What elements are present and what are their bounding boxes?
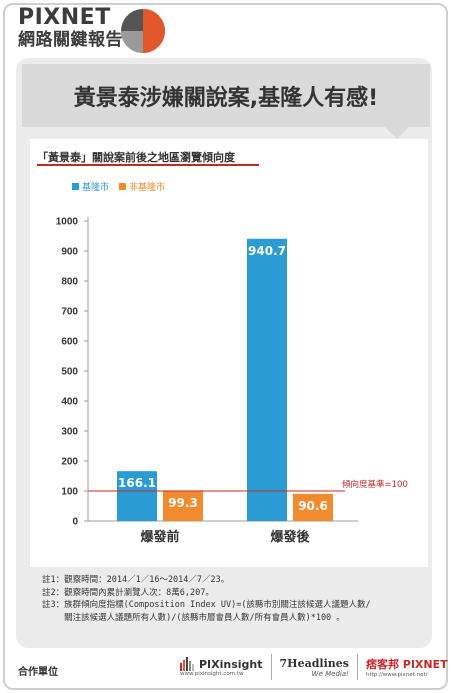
y-tick-label: 100 bbox=[61, 487, 78, 498]
bar-non-keelung bbox=[163, 491, 203, 521]
bar-value-label: 99.3 bbox=[168, 496, 198, 510]
reference-line-label: 傾向度基準=100 bbox=[342, 479, 408, 490]
partner-pixinsight[interactable]: PIXinsight www.pixinsight.com.tw bbox=[180, 657, 263, 677]
legend-item-non-keelung: 非基隆市 bbox=[119, 180, 165, 193]
brand-name: PIXNET bbox=[18, 5, 111, 30]
footnote-3: 註3：族群傾向度指標(Composition Index UV)=(該縣市別關注… bbox=[42, 600, 371, 610]
chart-title: 「黃景泰」關說案前後之地區瀏覽傾向度 bbox=[37, 151, 235, 164]
bar-value-label: 166.1 bbox=[118, 476, 156, 490]
chart-legend: 基隆市 非基隆市 bbox=[72, 180, 165, 193]
partner-7headlines-name: 7Headlines bbox=[279, 656, 349, 670]
bars-logo-icon bbox=[180, 657, 194, 671]
y-tick-label: 700 bbox=[61, 307, 78, 318]
legend-label-keelung: 基隆市 bbox=[82, 183, 110, 193]
bar-keelung bbox=[117, 471, 157, 521]
bar-value-label: 90.6 bbox=[298, 499, 328, 513]
chart-title-underline bbox=[37, 164, 259, 166]
footnotes: 註1：觀察時間：2014／1／16～2014／7／23。 註2：觀察時間內累計瀏… bbox=[42, 574, 371, 624]
x-category-label: 爆發後 bbox=[270, 529, 310, 545]
footnote-1: 註1：觀察時間：2014／1／16～2014／7／23。 bbox=[42, 575, 230, 585]
bar-non-keelung bbox=[293, 493, 333, 521]
y-tick-label: 0 bbox=[72, 517, 78, 528]
partner-pixnet-name: 痞客邦 PIXNET bbox=[365, 658, 448, 671]
footer-label: 合作單位 bbox=[18, 667, 58, 678]
partner-pixinsight-name: PIXinsight bbox=[199, 657, 263, 671]
y-tick-label: 600 bbox=[61, 337, 78, 348]
footnote-3-cont: 關注該候選人議題所有人數)/(該縣市層會員人數/所有會員人數)*100 。 bbox=[42, 612, 345, 623]
x-category-label: 爆發前 bbox=[140, 529, 179, 545]
headline-pointer bbox=[385, 127, 409, 139]
y-tick-label: 300 bbox=[61, 427, 78, 438]
partner-7headlines-tagline: We Media! bbox=[311, 669, 349, 678]
pie-logo-icon bbox=[121, 9, 165, 53]
headline: 黃景泰涉嫌關說案,基隆人有感! bbox=[73, 85, 379, 111]
brand-header: PIXNET 網路關鍵報告 bbox=[18, 5, 123, 51]
y-tick-label: 800 bbox=[61, 277, 78, 288]
legend-item-keelung: 基隆市 bbox=[72, 180, 109, 193]
bar-keelung bbox=[247, 238, 287, 522]
partner-pixinsight-url: www.pixinsight.com.tw bbox=[180, 671, 244, 677]
partner-7headlines[interactable]: 7Headlines We Media! bbox=[280, 657, 349, 678]
bar-value-label: 940.7 bbox=[248, 244, 286, 258]
legend-label-non-keelung: 非基隆市 bbox=[129, 183, 166, 193]
partner-pixnet-url: http://www.pixnet.net/ bbox=[365, 672, 428, 678]
y-tick-label: 900 bbox=[61, 247, 78, 258]
brand-subtitle: 網路關鍵報告 bbox=[18, 30, 123, 50]
y-tick-label: 1000 bbox=[56, 217, 79, 228]
y-tick-label: 400 bbox=[61, 397, 78, 408]
partner-pixnet[interactable]: 痞客邦 PIXNET http://www.pixnet.net/ bbox=[366, 656, 448, 678]
legend-swatch-keelung bbox=[72, 183, 79, 190]
legend-swatch-non-keelung bbox=[119, 183, 127, 190]
footnote-2: 註2：觀察時間內累計瀏覽人次：8萬6,207。 bbox=[42, 587, 214, 598]
y-tick-label: 200 bbox=[61, 457, 78, 468]
partner-logos: PIXinsight www.pixinsight.com.tw 7Headli… bbox=[180, 654, 448, 680]
chart-card bbox=[30, 139, 428, 567]
y-tick-label: 500 bbox=[61, 367, 78, 378]
